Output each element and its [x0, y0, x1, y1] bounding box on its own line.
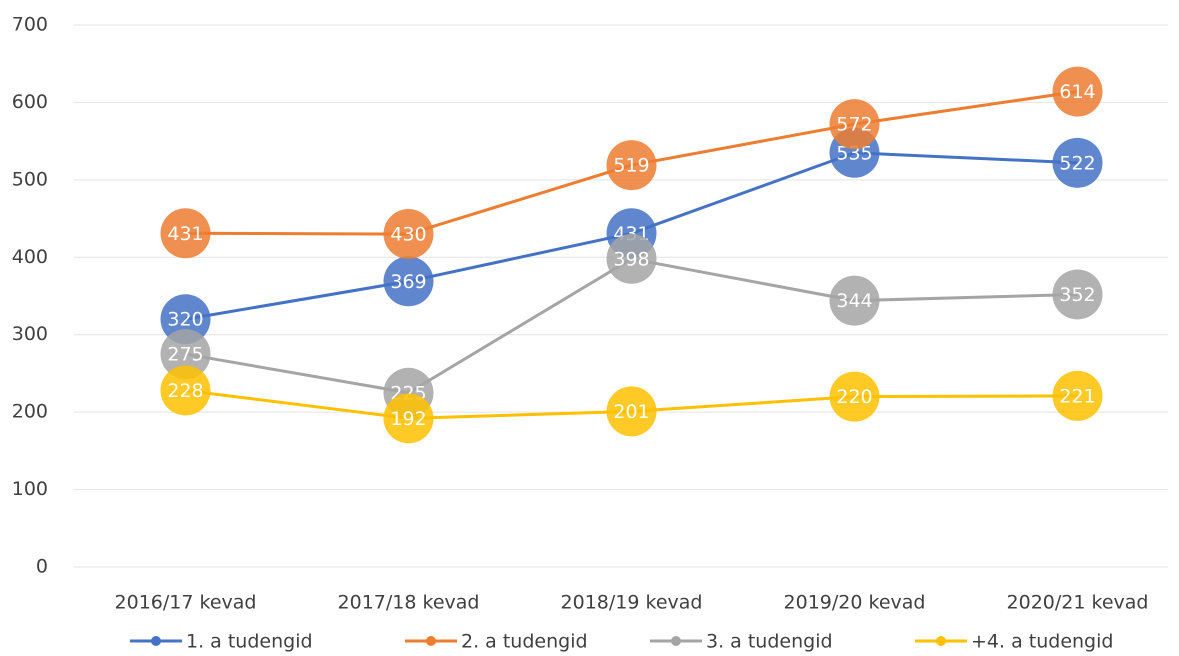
legend-marker — [151, 636, 161, 646]
data-label: 344 — [836, 290, 872, 312]
point-marker — [829, 275, 880, 326]
data-label: 369 — [390, 271, 426, 293]
legend-marker — [936, 636, 946, 646]
data-label: 320 — [167, 309, 203, 331]
y-tick-label: 200 — [12, 401, 48, 423]
data-label: 275 — [167, 344, 203, 366]
y-tick-label: 0 — [36, 556, 48, 578]
point-marker — [1052, 137, 1103, 188]
x-tick-label: 2018/19 kevad — [561, 592, 703, 614]
legend-label: +4. a tudengid — [971, 631, 1113, 653]
data-label: 522 — [1059, 152, 1095, 174]
data-label: 398 — [613, 248, 649, 270]
x-tick-label: 2017/18 kevad — [338, 592, 480, 614]
point-marker — [1052, 269, 1103, 320]
data-label: 220 — [836, 386, 872, 408]
data-label: 430 — [390, 224, 426, 246]
point-marker — [829, 99, 880, 150]
data-label: 201 — [613, 401, 649, 423]
point-marker — [383, 393, 434, 444]
point-marker — [606, 140, 657, 191]
data-label: 352 — [1059, 284, 1095, 306]
data-label: 572 — [836, 114, 872, 136]
legend-label: 1. a tudengid — [186, 631, 313, 653]
point-marker — [606, 233, 657, 284]
point-marker — [160, 294, 211, 345]
point-marker — [160, 208, 211, 259]
y-tick-label: 300 — [12, 323, 48, 345]
y-tick-label: 400 — [12, 246, 48, 268]
point-marker — [160, 365, 211, 416]
y-tick-label: 100 — [12, 478, 48, 500]
point-marker — [383, 256, 434, 307]
data-label: 192 — [390, 408, 426, 430]
point-marker — [1052, 370, 1103, 421]
point-marker — [1052, 66, 1103, 117]
data-label: 519 — [613, 155, 649, 177]
point-marker — [606, 386, 657, 437]
legend-marker — [426, 636, 436, 646]
y-tick-label: 700 — [12, 14, 48, 36]
data-label: 221 — [1059, 385, 1095, 407]
x-tick-label: 2016/17 kevad — [115, 592, 257, 614]
point-marker — [160, 329, 211, 380]
point-marker — [829, 371, 880, 422]
y-tick-label: 500 — [12, 168, 48, 190]
data-label: 535 — [836, 142, 872, 164]
x-tick-label: 2020/21 kevad — [1007, 592, 1149, 614]
legend-marker — [671, 636, 681, 646]
x-tick-label: 2019/20 kevad — [784, 592, 926, 614]
legend-label: 3. a tudengid — [706, 631, 833, 653]
y-tick-label: 600 — [12, 91, 48, 113]
data-label: 614 — [1059, 81, 1095, 103]
data-label: 228 — [167, 380, 203, 402]
data-label: 431 — [167, 223, 203, 245]
legend-label: 2. a tudengid — [461, 631, 588, 653]
point-marker — [383, 209, 434, 260]
